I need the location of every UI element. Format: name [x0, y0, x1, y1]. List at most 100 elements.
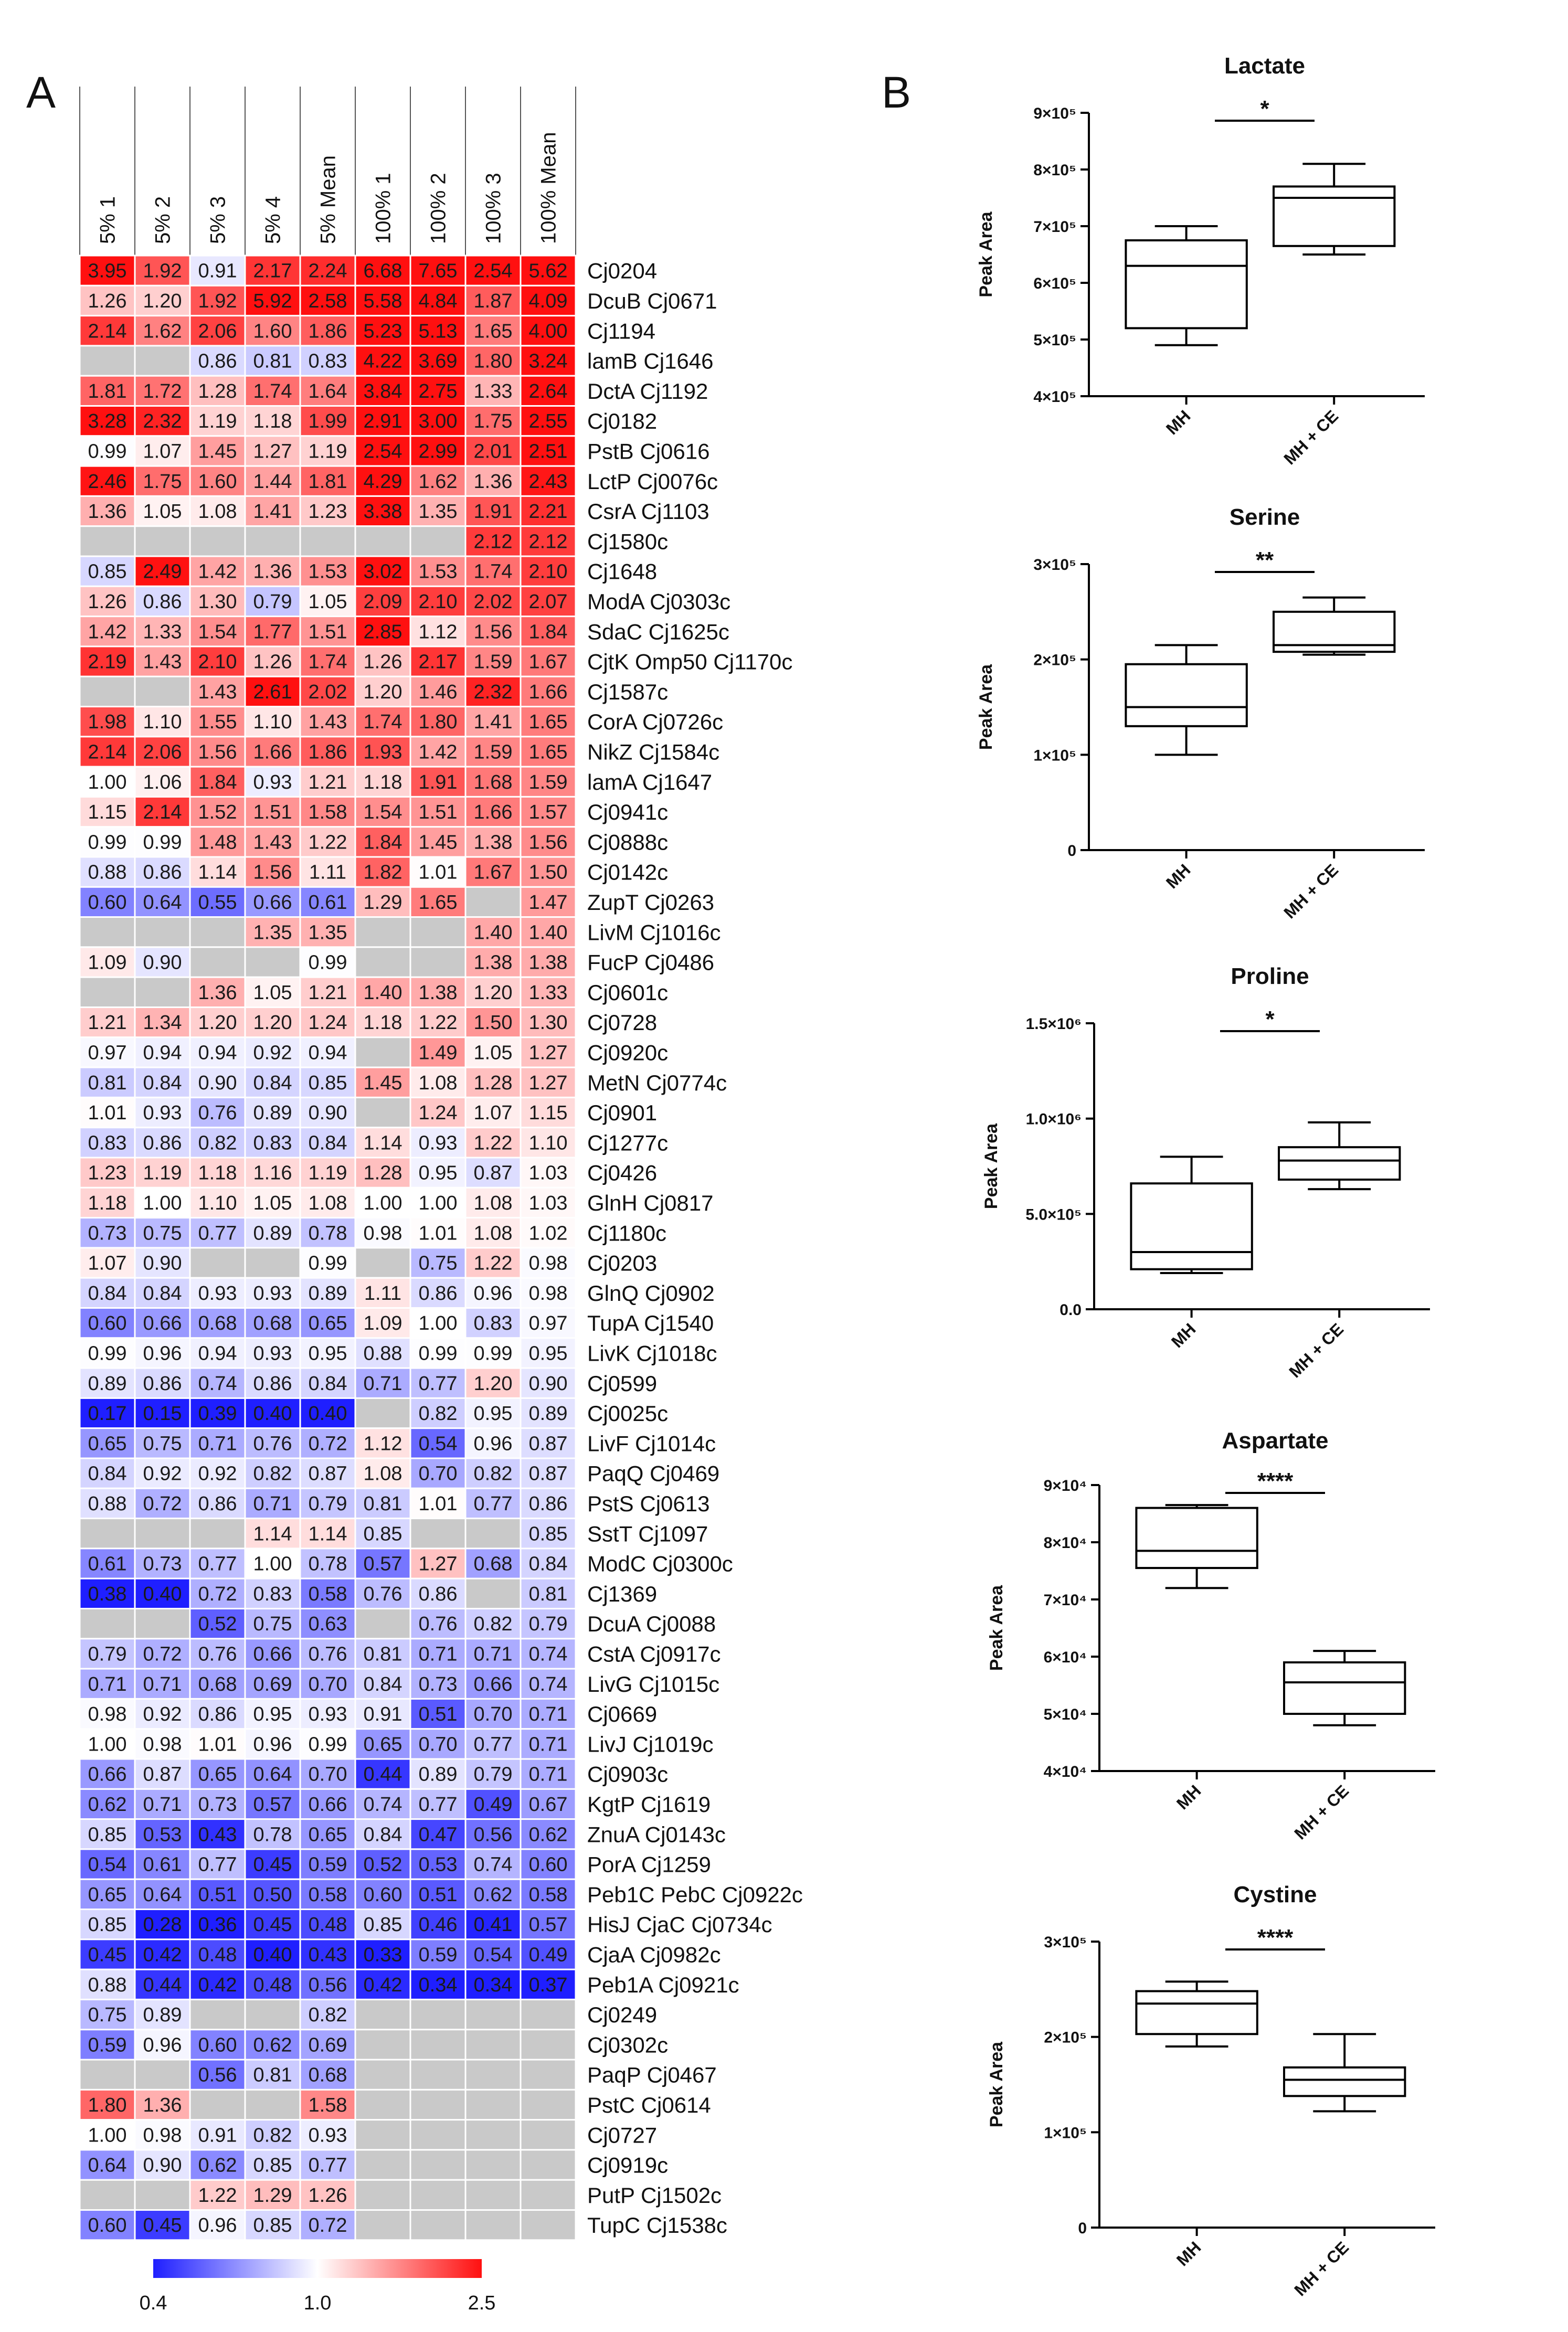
heatmap-cell-value: 1.08 [309, 1192, 347, 1214]
heatmap-cell [134, 2089, 191, 2121]
heatmap-cell-value: 0.42 [143, 1944, 182, 1966]
heatmap-cell-value: 2.12 [474, 531, 513, 553]
heatmap-cell-value: 0.99 [88, 1342, 127, 1364]
heatmap-cell-value: 0.85 [88, 561, 127, 583]
heatmap-cell-value: 0.49 [474, 1794, 513, 1816]
heatmap-cell-value: 0.73 [88, 1222, 127, 1244]
y-tick-label: 6×10⁵ [1033, 275, 1076, 292]
heatmap-cell-value: 2.17 [419, 651, 458, 673]
heatmap-cell [409, 2059, 467, 2091]
heatmap-cell-value: 1.36 [198, 982, 237, 1004]
heatmap-cell [354, 1547, 411, 1580]
heatmap-cell-value: 0.39 [198, 1403, 237, 1425]
heatmap-cell-value: 0.91 [364, 1703, 402, 1725]
y-tick-label: 7×10⁵ [1033, 218, 1076, 236]
significance-label: **** [1257, 1925, 1294, 1951]
heatmap-cell [244, 1608, 301, 1640]
heatmap-cell-value: 1.28 [474, 1072, 513, 1094]
heatmap-cell [520, 1728, 577, 1760]
heatmap-cell-value: 0.45 [88, 1944, 127, 1966]
heatmap-cell [79, 284, 136, 317]
column-header: 5% 4 [262, 196, 285, 244]
heatmap-cell-value: 4.84 [419, 290, 458, 312]
heatmap-cell [299, 1367, 356, 1399]
heatmap-cell [354, 284, 411, 317]
heatmap-cell-value: 0.95 [309, 1342, 347, 1364]
heatmap-cell-value: 1.43 [143, 651, 182, 673]
heatmap-cell [244, 796, 301, 828]
gene-label: Cj0601c [587, 980, 668, 1005]
heatmap-cell-value: 0.97 [88, 1042, 127, 1064]
heatmap-cell [409, 1998, 467, 2031]
heatmap-cell-value: 0.60 [88, 2214, 127, 2236]
heatmap-cell-value: 1.36 [143, 2094, 182, 2116]
heatmap-cell-value: 2.09 [364, 591, 402, 613]
heatmap-cell-value: 0.51 [419, 1703, 458, 1725]
heatmap-cell-value: 2.32 [143, 410, 182, 432]
heatmap-cell [189, 916, 246, 948]
heatmap-cell-value: 3.02 [364, 561, 402, 583]
heatmap-cell [299, 1247, 356, 1279]
heatmap-cell-value: 1.68 [474, 771, 513, 793]
heatmap-cell-value: 0.85 [309, 1072, 347, 1094]
gene-label: PaqQ Cj0469 [587, 1461, 719, 1486]
heatmap-cell-value: 0.81 [88, 1072, 127, 1094]
heatmap-cell [134, 495, 191, 527]
heatmap-cell-value: 0.76 [253, 1433, 292, 1455]
heatmap-cell [354, 916, 411, 948]
heatmap-cell-value: 6.68 [364, 260, 402, 282]
heatmap-cell [299, 2089, 356, 2121]
heatmap-cell-value: 1.01 [198, 1733, 237, 1755]
heatmap-cell-value: 1.43 [309, 711, 347, 733]
heatmap-cell [189, 736, 246, 768]
color-legend-tick: 2.5 [468, 2292, 496, 2314]
heatmap-cell-value: 0.96 [143, 1342, 182, 1364]
heatmap-cell-value: 0.96 [253, 1733, 292, 1755]
heatmap-cell-value: 0.83 [88, 1132, 127, 1154]
heatmap-cell-value: 0.68 [474, 1553, 513, 1575]
heatmap-cell [244, 435, 301, 467]
heatmap-cell-value: 1.18 [253, 410, 292, 432]
heatmap-cell [354, 495, 411, 527]
y-axis-label: Peak Area [976, 664, 996, 750]
heatmap-cell-value: 2.85 [364, 621, 402, 643]
heatmap-cell [464, 1968, 522, 2000]
heatmap-cell-value: 0.67 [529, 1794, 568, 1816]
heatmap-cell-value: 0.82 [474, 1613, 513, 1635]
heatmap-cell-value: 0.40 [253, 1403, 292, 1425]
heatmap-cell-value: 0.72 [143, 1643, 182, 1665]
heatmap-cell-value: 0.90 [143, 1253, 182, 1275]
heatmap-cell-value: 0.96 [474, 1282, 513, 1305]
heatmap-cell-value: 0.99 [143, 831, 182, 853]
heatmap-cell [134, 435, 191, 467]
heatmap-cell-value: 1.00 [419, 1192, 458, 1214]
heatmap-cell-value: 0.45 [253, 1914, 292, 1936]
heatmap-cell-value: 1.08 [419, 1072, 458, 1094]
heatmap-cell-value: 2.55 [529, 410, 568, 432]
heatmap-cell [354, 1066, 411, 1098]
heatmap-cell [79, 1547, 136, 1580]
heatmap-cell-value: 0.72 [143, 1493, 182, 1515]
heatmap-cell [520, 1157, 577, 1189]
heatmap-cell [354, 1668, 411, 1700]
heatmap-cell-value: 0.62 [198, 2155, 237, 2177]
heatmap-cell [244, 555, 301, 587]
gene-label: ModC Cj0300c [587, 1552, 733, 1576]
heatmap-cell [189, 796, 246, 828]
heatmap-cell-value: 0.98 [143, 1733, 182, 1755]
heatmap-cell-value: 0.95 [474, 1403, 513, 1425]
heatmap-cell-value: 1.84 [529, 621, 568, 643]
x-category-label: MH [1168, 1319, 1200, 1351]
heatmap-cell-value: 1.12 [364, 1433, 402, 1455]
heatmap-cell [79, 1998, 136, 2031]
heatmap-cell [244, 1127, 301, 1159]
heatmap-cell-value: 0.79 [474, 1764, 513, 1786]
y-axis-label: Peak Area [987, 1585, 1007, 1671]
heatmap-cell [464, 886, 522, 918]
heatmap-cell [299, 255, 356, 287]
heatmap-cell-value: 1.14 [198, 862, 237, 884]
heatmap-cell-value: 0.59 [309, 1854, 347, 1876]
heatmap-cell [354, 2179, 411, 2211]
heatmap-cell-value: 0.90 [529, 1373, 568, 1395]
